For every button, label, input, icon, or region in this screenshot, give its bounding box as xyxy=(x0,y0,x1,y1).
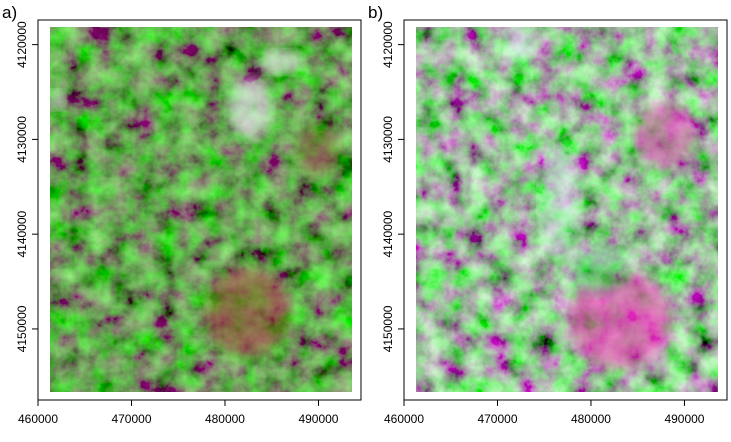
plot-frame xyxy=(403,19,728,401)
panel-label: b) xyxy=(368,3,383,22)
y-tick-label: 4130000 xyxy=(15,116,29,163)
y-tick-label: 4130000 xyxy=(381,116,395,163)
y-tick-label: 4150000 xyxy=(15,305,29,352)
x-tick-label: 490000 xyxy=(664,412,704,426)
panel: a) 460000 470000 480000 490000 4120000 4130000… xyxy=(2,3,362,426)
y-tick-label: 4140000 xyxy=(15,210,29,257)
y-tick-label: 4150000 xyxy=(381,305,395,352)
x-tick-label: 480000 xyxy=(205,412,245,426)
image-texture-overlay xyxy=(416,27,718,392)
image xyxy=(416,27,718,392)
y-tick-label: 4140000 xyxy=(381,210,395,257)
panel-label: a) xyxy=(2,3,17,22)
plot-frame xyxy=(37,19,362,401)
x-tick-label: 490000 xyxy=(298,412,338,426)
x-tick-label: 470000 xyxy=(477,412,517,426)
panels: a) 460000 470000 480000 490000 4120000 4130000… xyxy=(2,3,728,426)
x-tick-label: 460000 xyxy=(18,412,58,426)
x-tick-label: 470000 xyxy=(111,412,151,426)
y-tick-label: 4120000 xyxy=(15,21,29,68)
x-tick-label: 460000 xyxy=(384,412,424,426)
image xyxy=(50,27,352,392)
x-tick-label: 480000 xyxy=(571,412,611,426)
y-tick-label: 4120000 xyxy=(381,21,395,68)
image-texture-overlay xyxy=(50,27,352,392)
panel: b) 460000 470000 480000 490000 4120000 4130000… xyxy=(368,3,728,426)
